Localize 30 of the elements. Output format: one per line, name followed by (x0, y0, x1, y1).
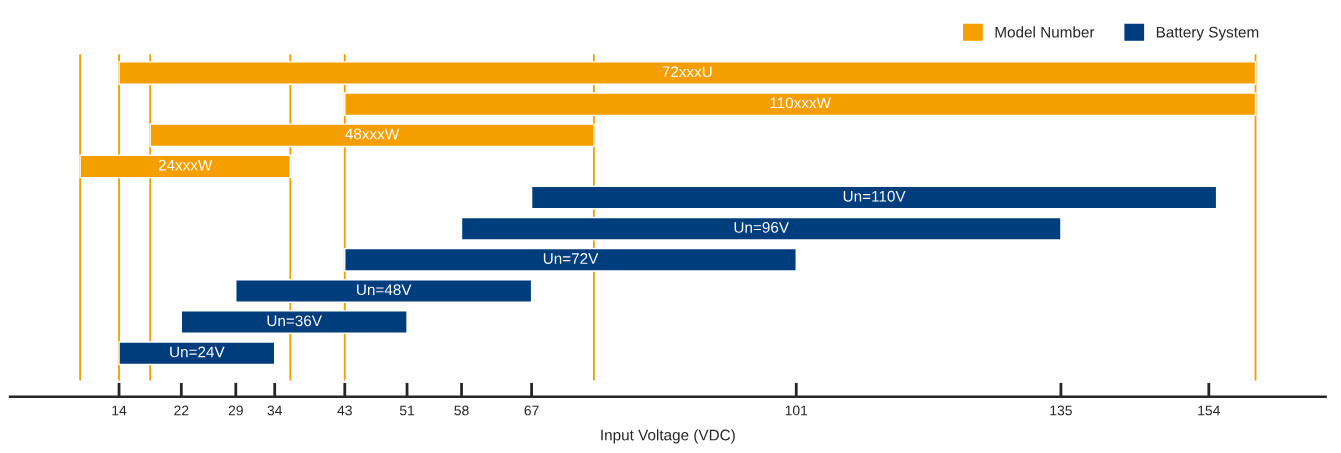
y-tick-label: 110xxxW (770, 97, 831, 109)
legend-label: Battery System (1156, 26, 1259, 41)
y-tick-label: Un=72V (543, 253, 599, 264)
legend-label: Model Number (995, 26, 1095, 38)
x-tick-label: 101 (785, 405, 808, 416)
y-tick-label: Un=36V (267, 315, 322, 327)
y-tick-label: 24xxxW (158, 159, 213, 171)
x-tick-label: 34 (267, 405, 283, 416)
x-tick-label: 43 (337, 405, 352, 416)
y-tick-label: Un=24V (170, 346, 225, 358)
bar (344, 247, 797, 272)
bar (460, 216, 1062, 241)
x-tick-label: 58 (454, 405, 469, 416)
y-tick-label: 72xxxU (662, 66, 712, 78)
bar (235, 279, 533, 303)
y-tick-label: Un=48V (357, 284, 412, 296)
x-tick-label: 135 (1050, 405, 1072, 416)
bar (118, 341, 276, 366)
x-tick-label: 22 (174, 405, 189, 416)
y-tick-label: Un=110V (843, 190, 906, 202)
bar (180, 310, 408, 335)
y-tick-label: 48xxxW (345, 128, 400, 140)
y-tick-label: Un=96V (734, 221, 789, 233)
x-tick-label: 154 (1198, 405, 1220, 416)
x-tick-label: 29 (228, 405, 243, 416)
x-tick-label: 14 (112, 405, 127, 416)
x-tick-label: 67 (524, 405, 539, 416)
x-axis-title: Input Voltage (VDC) (601, 429, 735, 444)
bar (530, 185, 1218, 210)
x-tick-label: 51 (399, 405, 415, 416)
